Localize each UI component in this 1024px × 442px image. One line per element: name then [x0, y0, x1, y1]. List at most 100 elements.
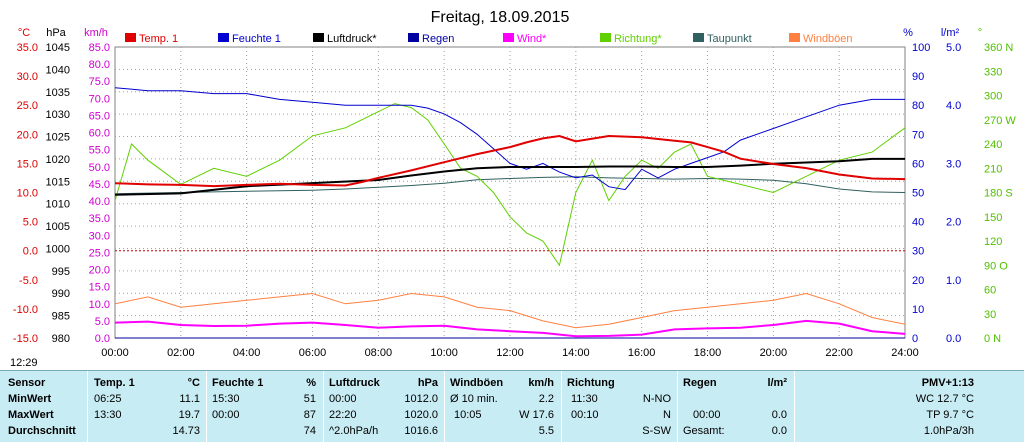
y-tick-pressure: 985 [52, 311, 70, 323]
pmv-trend: 1.0hPa/3h [923, 425, 974, 437]
legend-swatch [125, 33, 136, 42]
y-tick-pressure: 995 [52, 266, 70, 278]
col-pmv: PMV+1:13 WC 12.7 °C TP 9.7 °C 1.0hPa/3h [800, 371, 980, 442]
press-max-val: 1020.0 [404, 409, 438, 421]
y-tick-pressure: 1010 [46, 199, 70, 211]
x-tick-label: 18:00 [694, 347, 722, 359]
y-tick-direction: 150 [984, 212, 1002, 224]
y-tick-temp: 15.0 [17, 158, 38, 170]
y-tick-temp: 35.0 [17, 42, 38, 54]
y-tick-wind: 5.0 [95, 316, 110, 328]
temp-avg: 14.73 [172, 425, 200, 437]
y-tick-temp: 0.0 [23, 246, 38, 258]
y-tick-temp: 30.0 [17, 71, 38, 83]
y-tick-pressure: 1015 [46, 176, 70, 188]
hdr-pmv: PMV+1:13 [921, 377, 974, 389]
y-tick-direction: 120 [984, 236, 1002, 248]
col-wind: Windböen km/h Ø 10 min. 2.2 10:05 W 17.6 5.… [450, 371, 560, 442]
hum-min-val: 51 [303, 393, 316, 405]
y-tick-wind: 65.0 [89, 110, 110, 122]
temp-min-val: 11.1 [179, 393, 200, 405]
y-tick-wind: 45.0 [89, 179, 110, 191]
y-tick-pressure: 1030 [46, 109, 70, 121]
hdr-hum: Feuchte 1 [212, 377, 264, 389]
pmv-tp: TP 9.7 °C [926, 409, 974, 421]
col-temp: Temp. 1 °C 06:25 11.1 13:30 19.7 14.73 [94, 371, 206, 442]
pmv-wc: WC 12.7 °C [915, 393, 974, 405]
y-tick-wind: 60.0 [89, 128, 110, 140]
hum-max-val: 87 [303, 409, 316, 421]
press-trend: ^2.0hPa/h [329, 425, 379, 437]
y-tick-humidity: 70 [912, 129, 924, 141]
y-tick-rain: 3.0 [946, 158, 961, 170]
y-tick-direction: 360 N [984, 42, 1013, 54]
y-tick-pressure: 1020 [46, 154, 70, 166]
axis-unit-pressure: hPa [46, 27, 66, 39]
y-tick-wind: 0.0 [95, 333, 110, 345]
plot-frame [114, 46, 906, 339]
col-sensor: Sensor MinWert MaxWert Durchschnitt [8, 371, 88, 442]
hdr-press: Luftdruck [329, 377, 380, 389]
y-tick-temp: 5.0 [23, 217, 38, 229]
dir-r1-val: N-NO [642, 393, 671, 405]
y-tick-pressure: 990 [52, 288, 70, 300]
x-tick-label: 16:00 [628, 347, 656, 359]
series-line-taupunkt [114, 176, 906, 195]
y-tick-wind: 50.0 [89, 162, 110, 174]
legend-swatch [600, 33, 611, 42]
y-tick-direction: 240 [984, 139, 1002, 151]
y-tick-humidity: 50 [912, 188, 924, 200]
y-tick-wind: 40.0 [89, 196, 110, 208]
lbl-avg: Durchschnitt [8, 425, 76, 437]
hdr-wind: Windböen [450, 377, 504, 389]
y-tick-rain: 2.0 [946, 217, 961, 229]
x-tick-label: 08:00 [365, 347, 393, 359]
lbl-min: MinWert [8, 393, 52, 405]
series-line-richtung [114, 103, 906, 267]
y-tick-humidity: 80 [912, 100, 924, 112]
y-tick-humidity: 40 [912, 217, 924, 229]
y-tick-humidity: 0 [912, 333, 918, 345]
y-tick-wind: 15.0 [89, 282, 110, 294]
press-avg: 1016.6 [404, 425, 438, 437]
legend-label: Feuchte 1 [232, 33, 281, 45]
weather-chart: Freitag, 18.09.2015 Temp. 1 Feuchte 1 Luft… [13, 9, 1016, 359]
y-tick-wind: 80.0 [89, 59, 110, 71]
wind-avg: 5.5 [538, 425, 554, 437]
y-tick-direction: 300 [984, 91, 1002, 103]
legend-label: Luftdruck* [327, 33, 377, 45]
stats-table: Sensor MinWert MaxWert Durchschnitt Temp… [0, 370, 1024, 442]
time-bar: 12:29 [0, 357, 1024, 370]
legend-label: Richtung* [614, 33, 662, 45]
hdr-temp-unit: °C [187, 377, 200, 389]
x-tick-label: 12:00 [496, 347, 524, 359]
y-tick-pressure: 980 [52, 333, 70, 345]
hdr-rain-unit: l/m² [767, 377, 787, 389]
y-tick-pressure: 1005 [46, 221, 70, 233]
rain-r2-time: 00:00 [693, 409, 721, 421]
hum-max-time: 00:00 [212, 409, 240, 421]
plot-area [114, 46, 906, 339]
y-tick-wind: 55.0 [89, 145, 110, 157]
dir-r2-val: N [663, 409, 671, 421]
y-tick-wind: 75.0 [89, 76, 110, 88]
y-tick-temp: 20.0 [17, 129, 38, 141]
temp-max-time: 13:30 [94, 409, 122, 421]
x-tick-label: 10:00 [430, 347, 458, 359]
lbl-max: MaxWert [8, 409, 54, 421]
y-tick-direction: 30 [984, 309, 996, 321]
y-tick-wind: 25.0 [89, 247, 110, 259]
axis-unit-rain: l/m² [941, 27, 960, 39]
series-line-windben [114, 292, 906, 329]
y-tick-humidity: 20 [912, 275, 924, 287]
y-tick-direction: 90 O [984, 260, 1008, 272]
hum-avg: 74 [303, 425, 316, 437]
axis-unit-wind: km/h [84, 27, 108, 39]
hdr-temp: Temp. 1 [94, 377, 135, 389]
y-tick-humidity: 90 [912, 71, 924, 83]
series-line-temp1 [114, 134, 906, 188]
chart-legend: Temp. 1 Feuchte 1 Luftdruck* Regen Wind* Rich… [125, 33, 853, 45]
x-tick-label: 20:00 [760, 347, 788, 359]
y-tick-direction: 180 S [984, 188, 1013, 200]
y-tick-rain: 1.0 [946, 275, 961, 287]
